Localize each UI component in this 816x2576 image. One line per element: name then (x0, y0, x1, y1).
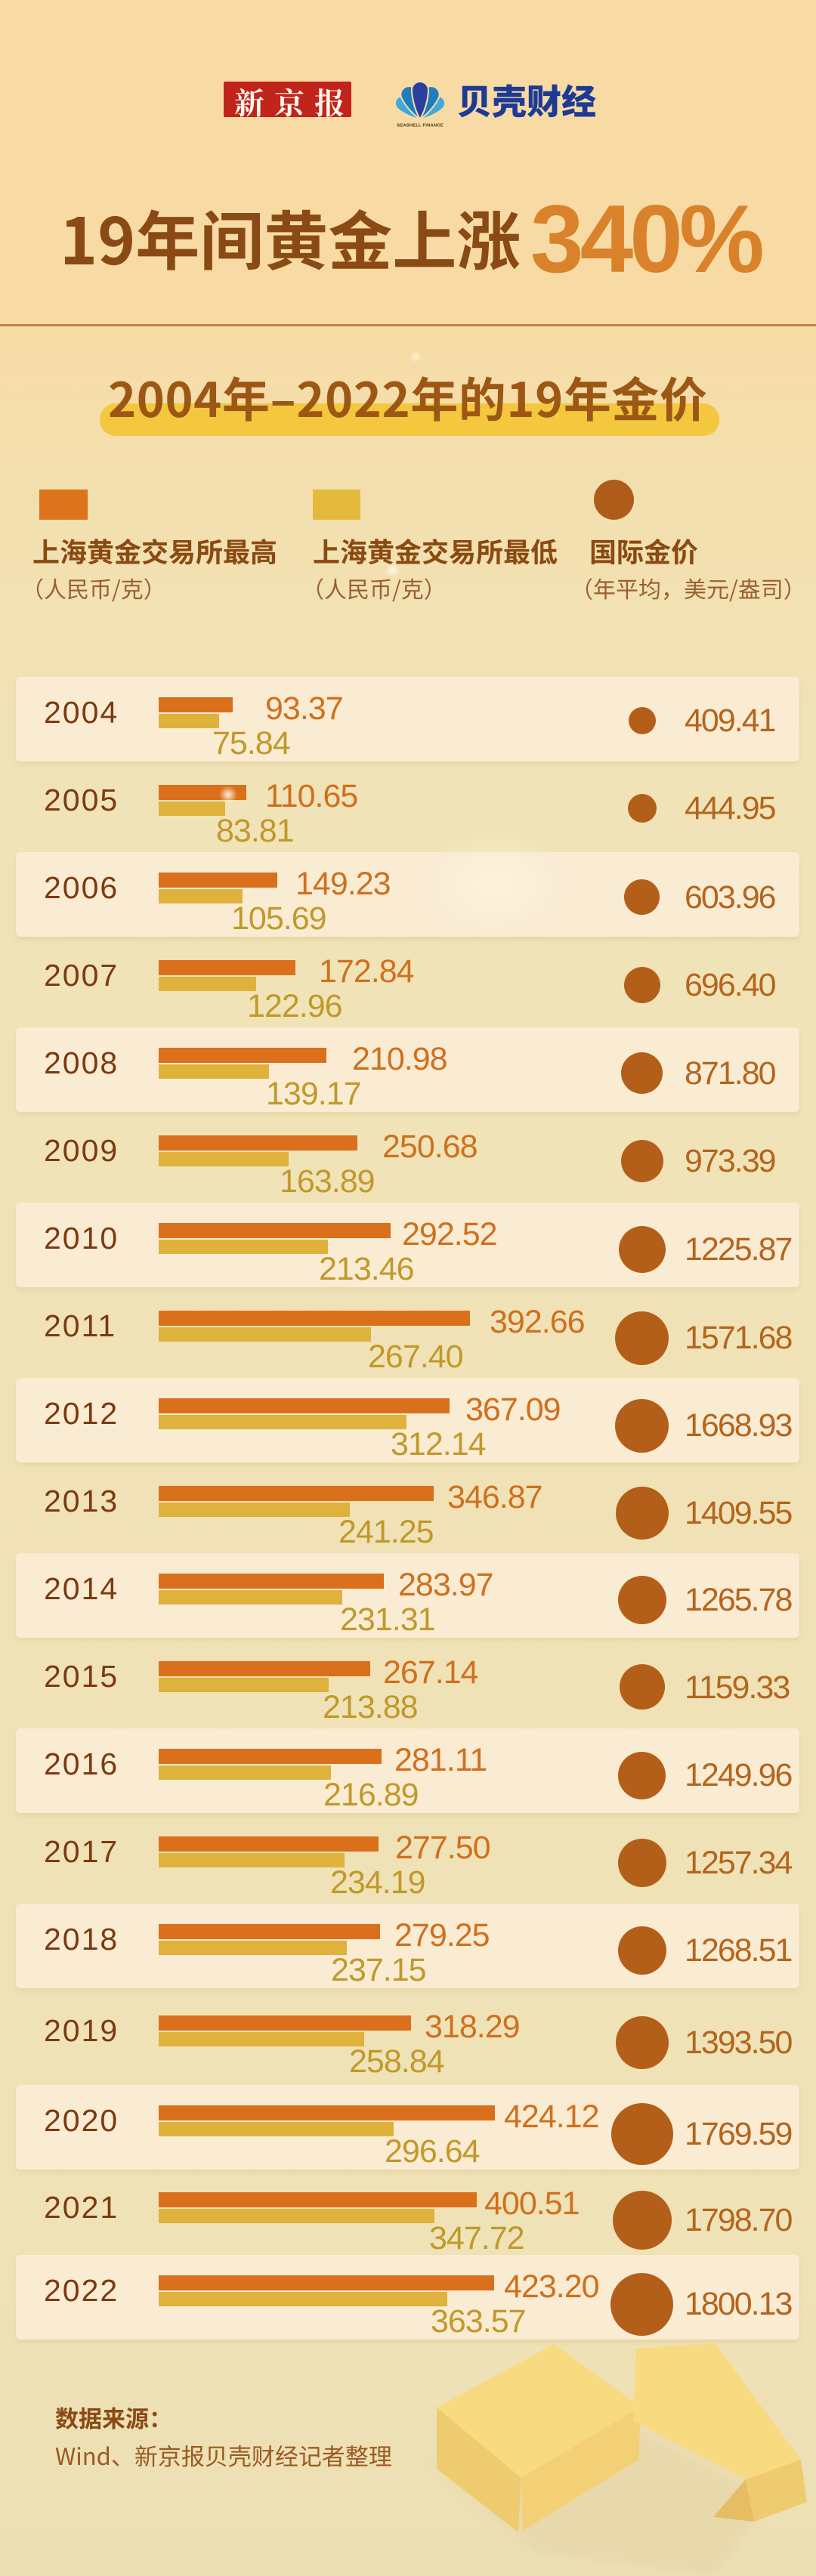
svg-text:SEASHELL FINANCE: SEASHELL FINANCE (397, 124, 443, 128)
